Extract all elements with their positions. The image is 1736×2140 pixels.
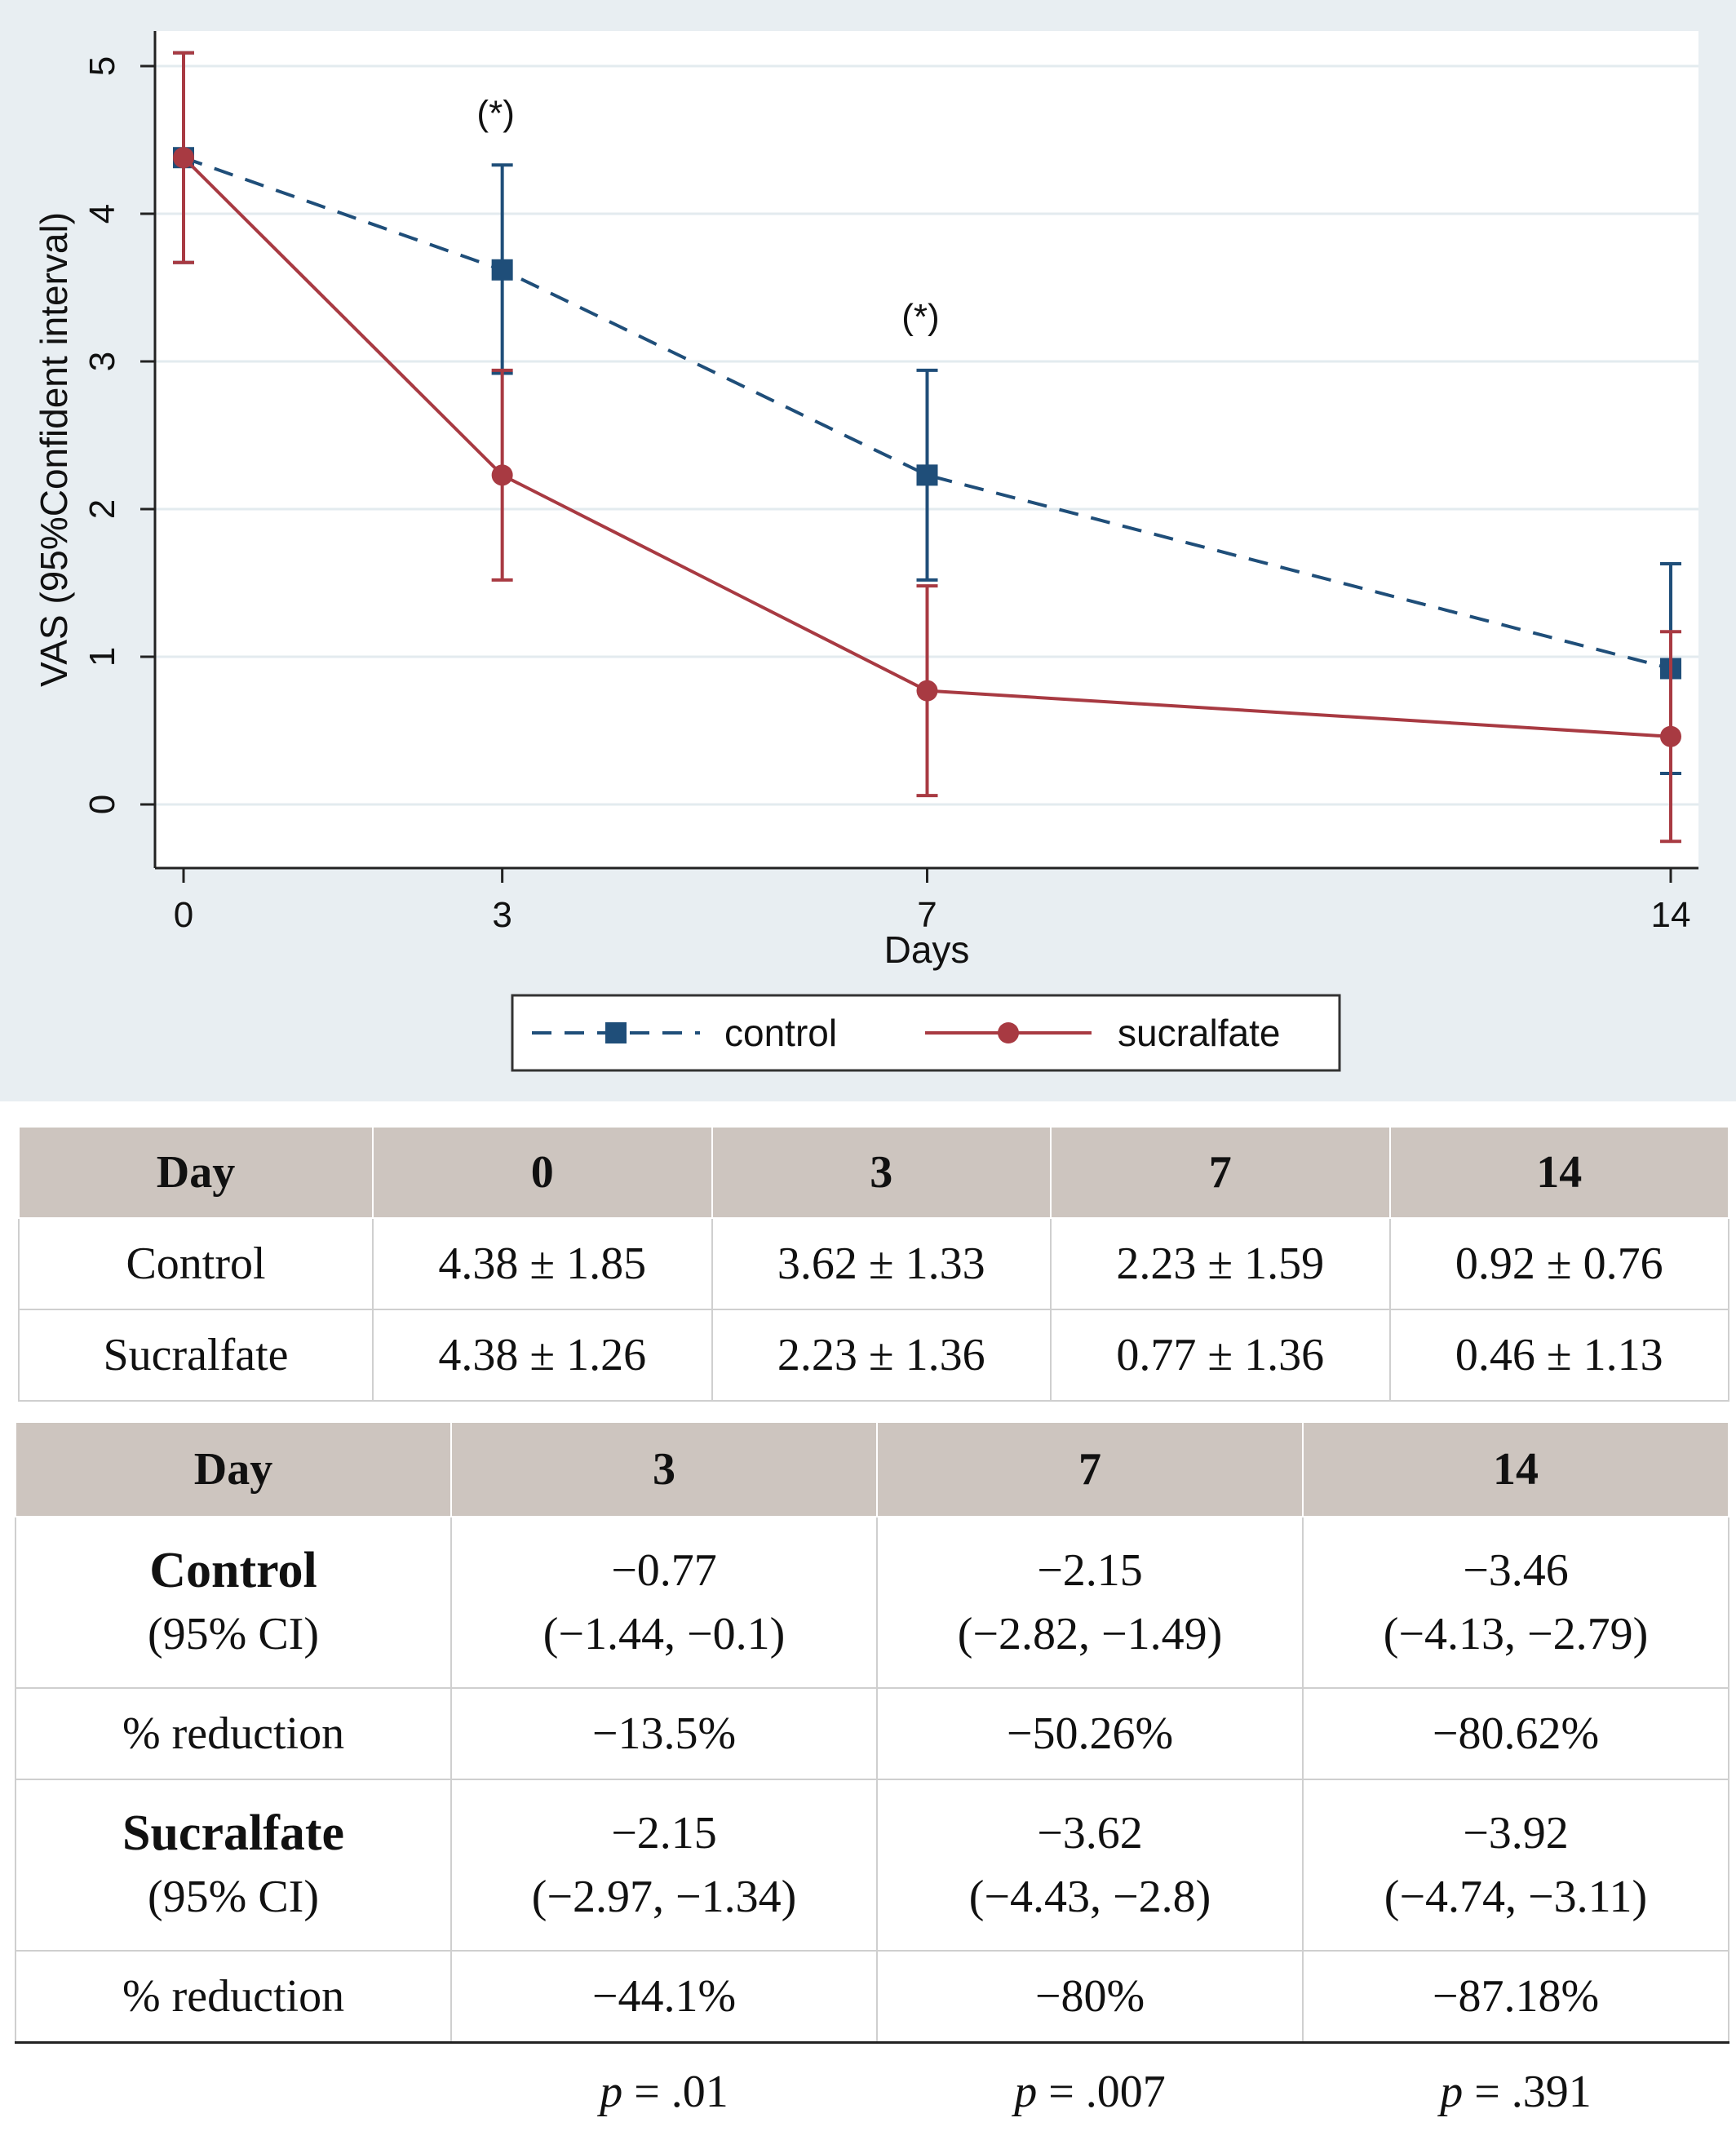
p-value: p = .007 [877, 2043, 1303, 2140]
p-value-row: p = .01 p = .007 p = .391 [16, 2043, 1729, 2140]
table-cell: −0.77 (−1.44, −0.1) [451, 1517, 877, 1688]
y-tick-label: 1 [82, 647, 122, 667]
significance-marker: (*) [476, 93, 514, 133]
table-cell: −87.18% [1303, 1951, 1729, 2043]
table-cell: −2.15 (−2.97, −1.34) [451, 1779, 877, 1951]
header-cell: 14 [1303, 1422, 1729, 1517]
summary-table: Day 0 3 7 14 Control 4.38 ± 1.85 3.62 ± … [18, 1126, 1729, 1402]
table-cell: 0.92 ± 0.76 [1390, 1218, 1729, 1309]
table-row: Control (95% CI) −0.77 (−1.44, −0.1) −2.… [16, 1517, 1729, 1688]
header-cell: 7 [1051, 1127, 1390, 1218]
table-cell: 2.23 ± 1.36 [712, 1309, 1052, 1401]
table-cell: 3.62 ± 1.33 [712, 1218, 1052, 1309]
row-label: Sucralfate (95% CI) [16, 1779, 451, 1951]
ci-value: (−2.97, −1.34) [453, 1865, 875, 1929]
data-point [492, 259, 513, 281]
x-tick-label: 0 [174, 895, 193, 935]
table-cell: −3.62 (−4.43, −2.8) [877, 1779, 1303, 1951]
header-cell: 0 [373, 1127, 712, 1218]
p-symbol: p [600, 2067, 622, 2117]
table-cell: −44.1% [451, 1951, 877, 2043]
legend-label: control [724, 1012, 837, 1054]
header-cell: 7 [877, 1422, 1303, 1517]
p-symbol: p [1014, 2067, 1037, 2117]
table-cell: −3.92 (−4.74, −3.11) [1303, 1779, 1729, 1951]
change-value: −3.62 [879, 1801, 1301, 1865]
header-cell: 3 [451, 1422, 877, 1517]
y-tick-label: 5 [82, 56, 122, 76]
data-point [492, 464, 513, 485]
header-cell: 3 [712, 1127, 1052, 1218]
table-cell: 4.38 ± 1.26 [373, 1309, 712, 1401]
table-cell: −80% [877, 1951, 1303, 2043]
legend-marker [998, 1022, 1019, 1043]
x-axis-label: Days [884, 928, 970, 971]
change-value: −3.92 [1304, 1801, 1727, 1865]
table-cell: −13.5% [451, 1688, 877, 1779]
table-row: % reduction −13.5% −50.26% −80.62% [16, 1688, 1729, 1779]
y-tick-label: 3 [82, 352, 122, 371]
row-label: % reduction [16, 1688, 451, 1779]
table-row: Control 4.38 ± 1.85 3.62 ± 1.33 2.23 ± 1… [19, 1218, 1729, 1309]
table-cell: 0.46 ± 1.13 [1390, 1309, 1729, 1401]
p-value-text: = .01 [634, 2067, 728, 2117]
change-value: −2.15 [453, 1801, 875, 1865]
ci-label: (95% CI) [17, 1602, 450, 1666]
table-cell: −50.26% [877, 1688, 1303, 1779]
x-tick-label: 3 [492, 895, 512, 935]
table-row: Sucralfate (95% CI) −2.15 (−2.97, −1.34)… [16, 1779, 1729, 1951]
change-value: −0.77 [453, 1539, 875, 1602]
table-cell: −3.46 (−4.13, −2.79) [1303, 1517, 1729, 1688]
table-cell: −2.15 (−2.82, −1.49) [877, 1517, 1303, 1688]
ci-value: (−2.82, −1.49) [879, 1602, 1301, 1666]
header-cell: Day [16, 1422, 451, 1517]
table-cell: 4.38 ± 1.85 [373, 1218, 712, 1309]
x-tick-label: 14 [1651, 895, 1691, 935]
change-value: −2.15 [879, 1539, 1301, 1602]
ci-value: (−4.13, −2.79) [1304, 1602, 1727, 1666]
header-cell: Day [19, 1127, 373, 1218]
table-header-row: Day 0 3 7 14 [19, 1127, 1729, 1218]
group-name: Control [17, 1539, 450, 1602]
table-cell: −80.62% [1303, 1688, 1729, 1779]
p-value: p = .391 [1303, 2043, 1729, 2140]
table-cell: 2.23 ± 1.59 [1051, 1218, 1390, 1309]
data-point [173, 147, 194, 168]
table-row: Sucralfate 4.38 ± 1.26 2.23 ± 1.36 0.77 … [19, 1309, 1729, 1401]
y-tick-label: 0 [82, 795, 122, 814]
legend-label: sucralfate [1118, 1012, 1280, 1054]
p-value-text: = .391 [1474, 2067, 1592, 2117]
legend: control sucralfate [512, 995, 1340, 1070]
row-label: Control [19, 1218, 373, 1309]
table-cell: 0.77 ± 1.36 [1051, 1309, 1390, 1401]
y-tick-label: 4 [82, 204, 122, 224]
y-tick-label: 2 [82, 499, 122, 519]
legend-marker [605, 1022, 627, 1043]
change-table: Day 3 7 14 Control (95% CI) −0.77 (−1.44… [15, 1421, 1729, 2140]
ci-value: (−4.43, −2.8) [879, 1865, 1301, 1929]
ci-label: (95% CI) [17, 1865, 450, 1929]
p-value-text: = .007 [1048, 2067, 1166, 2117]
data-point [917, 464, 938, 485]
ci-value: (−4.74, −3.11) [1304, 1865, 1727, 1929]
table-header-row: Day 3 7 14 [16, 1422, 1729, 1517]
table-row: % reduction −44.1% −80% −87.18% [16, 1951, 1729, 2043]
group-name: Sucralfate [17, 1801, 450, 1865]
data-point [1660, 726, 1681, 747]
header-cell: 14 [1390, 1127, 1729, 1218]
p-value: p = .01 [451, 2043, 877, 2140]
p-symbol: p [1440, 2067, 1463, 2117]
data-point [917, 680, 938, 702]
change-value: −3.46 [1304, 1539, 1727, 1602]
row-label: % reduction [16, 1951, 451, 2043]
ci-value: (−1.44, −0.1) [453, 1602, 875, 1666]
row-label: Sucralfate [19, 1309, 373, 1401]
y-axis-label: VAS (95%Confident interval) [33, 212, 75, 687]
empty-cell [16, 2043, 451, 2140]
row-label: Control (95% CI) [16, 1517, 451, 1688]
significance-marker: (*) [901, 297, 939, 337]
